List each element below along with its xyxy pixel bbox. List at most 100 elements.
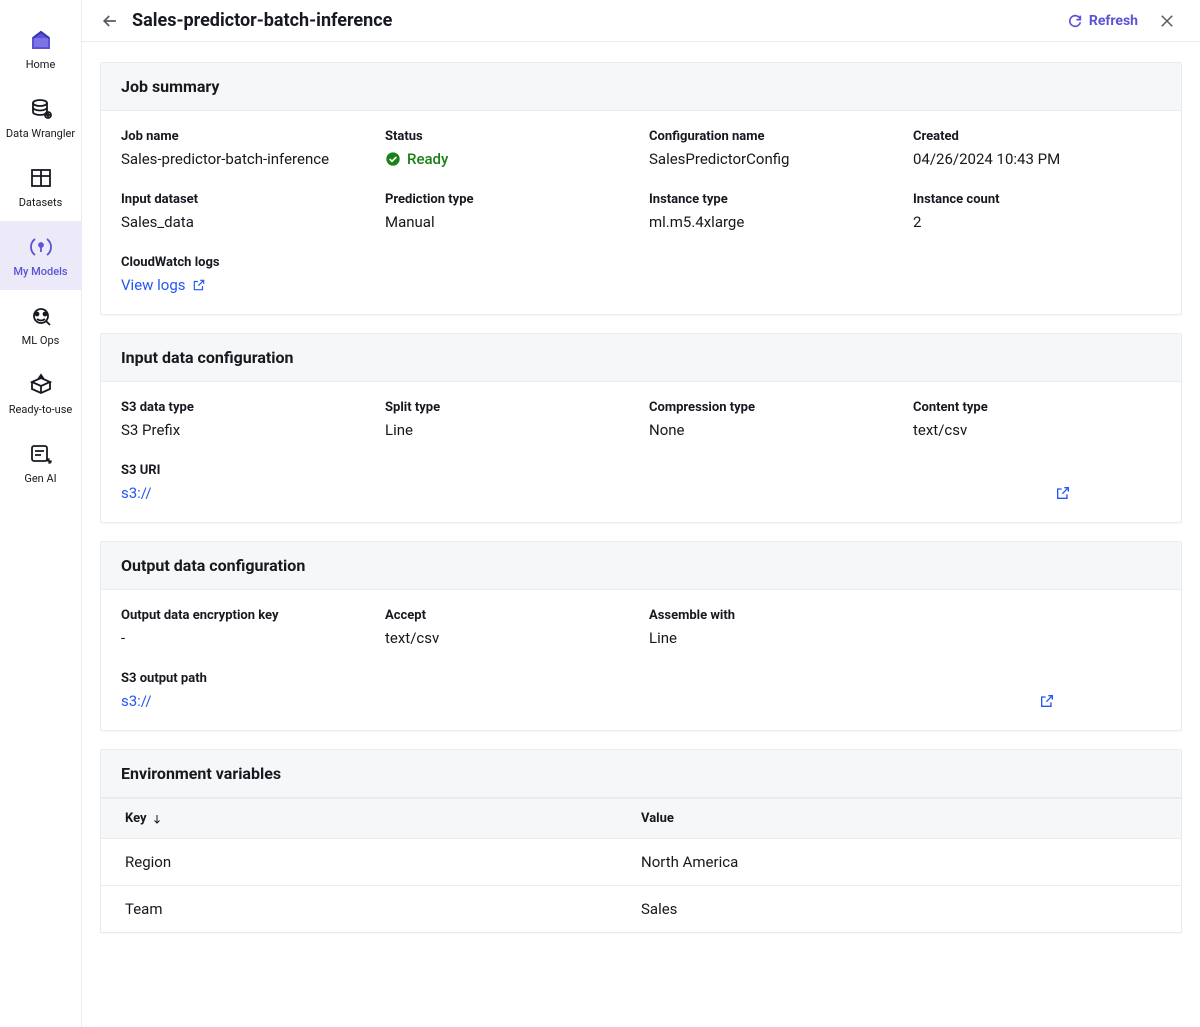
field-compression-type: Compression type None [649,400,897,439]
field-label: S3 URI [121,463,1161,478]
sidebar-item-label: Ready-to-use [9,403,72,416]
field-value-status: Ready [385,150,633,168]
back-button[interactable] [100,11,120,31]
field-job-name: Job name Sales-predictor-batch-inference [121,129,369,168]
field-accept: Accept text/csv [385,608,633,647]
field-cloudwatch-logs: CloudWatch logs View logs [121,255,1161,294]
field-label: Created [913,129,1161,144]
field-label: Output data encryption key [121,608,369,623]
view-logs-link[interactable]: View logs [121,276,1161,294]
output-config-panel: Output data configuration Output data en… [100,541,1182,731]
env-vars-title: Environment variables [101,750,1181,798]
external-link-icon [1039,693,1055,709]
sidebar-item-label: My Models [13,265,67,278]
field-value: Manual [385,213,633,231]
env-col-key-header[interactable]: Key [125,811,641,826]
sidebar-item-gen-ai[interactable]: Gen AI [0,428,82,497]
field-label: Instance type [649,192,897,207]
ml-ops-icon [29,304,53,328]
env-value: North America [641,853,1157,871]
env-key: Region [125,853,641,871]
sidebar-item-data-wrangler[interactable]: Data Wrangler [0,83,82,152]
refresh-button[interactable]: Refresh [1067,13,1138,29]
sidebar-item-label: ML Ops [22,334,60,347]
data-wrangler-icon [29,97,53,121]
field-value: S3 Prefix [121,421,369,439]
home-icon [29,28,53,52]
field-input-dataset: Input dataset Sales_data [121,192,369,231]
job-summary-title: Job summary [101,63,1181,111]
field-label: Content type [913,400,1161,415]
sidebar-item-ml-ops[interactable]: ML Ops [0,290,82,359]
field-instance-type: Instance type ml.m5.4xlarge [649,192,897,231]
s3-output-external-button[interactable] [1039,693,1055,709]
field-label: CloudWatch logs [121,255,1161,270]
sidebar-item-datasets[interactable]: Datasets [0,152,82,221]
field-value: Sales_data [121,213,369,231]
field-value: 2 [913,213,1161,231]
env-key: Team [125,900,641,918]
table-row: Region North America [101,839,1181,886]
field-value: ml.m5.4xlarge [649,213,897,231]
field-config-name: Configuration name SalesPredictorConfig [649,129,897,168]
field-label: Assemble with [649,608,897,623]
field-status: Status Ready [385,129,633,168]
close-button[interactable] [1158,12,1176,30]
sort-down-icon [151,813,163,825]
main-content: Sales-predictor-batch-inference Refresh … [82,0,1200,1027]
sidebar-item-label: Datasets [19,196,63,209]
sidebar-item-my-models[interactable]: My Models [0,221,82,290]
table-row: Team Sales [101,886,1181,932]
input-config-title: Input data configuration [101,334,1181,382]
field-value: 04/26/2024 10:43 PM [913,150,1161,168]
my-models-icon [29,235,53,259]
sidebar: Home Data Wrangler Datasets My Models ML… [0,0,82,1027]
status-text: Ready [407,150,448,168]
field-label: S3 data type [121,400,369,415]
sidebar-item-label: Home [26,58,56,71]
field-label: Prediction type [385,192,633,207]
field-value: Line [385,421,633,439]
field-label: Accept [385,608,633,623]
field-split-type: Split type Line [385,400,633,439]
field-assemble-with: Assemble with Line [649,608,897,647]
field-label: Status [385,129,633,144]
field-value: Line [649,629,897,647]
field-s3-data-type: S3 data type S3 Prefix [121,400,369,439]
s3-uri-link[interactable]: s3:// [121,484,152,502]
field-value: Sales-predictor-batch-inference [121,150,369,168]
sidebar-item-home[interactable]: Home [0,14,82,83]
output-config-title: Output data configuration [101,542,1181,590]
page-title: Sales-predictor-batch-inference [132,10,1067,31]
field-prediction-type: Prediction type Manual [385,192,633,231]
gen-ai-icon [29,442,53,466]
page-header: Sales-predictor-batch-inference Refresh [82,0,1200,42]
field-value: - [121,629,369,647]
field-label: Job name [121,129,369,144]
field-empty [913,608,1161,647]
field-value: text/csv [385,629,633,647]
s3-output-link[interactable]: s3:// [121,692,152,710]
job-summary-panel: Job summary Job name Sales-predictor-bat… [100,62,1182,315]
env-vars-panel: Environment variables Key Value Region N… [100,749,1182,933]
field-content-type: Content type text/csv [913,400,1161,439]
sidebar-item-ready-to-use[interactable]: Ready-to-use [0,359,82,428]
field-label: Compression type [649,400,897,415]
field-label: Split type [385,400,633,415]
sidebar-item-label: Gen AI [24,472,56,485]
view-logs-text: View logs [121,276,186,294]
external-link-icon [192,278,206,292]
status-ready-icon [385,151,401,167]
field-s3-output-path: S3 output path s3:// [121,671,1161,710]
input-config-panel: Input data configuration S3 data type S3… [100,333,1182,523]
refresh-label: Refresh [1089,13,1138,29]
s3-uri-external-button[interactable] [1055,485,1071,501]
external-link-icon [1055,485,1071,501]
field-label: Instance count [913,192,1161,207]
field-created: Created 04/26/2024 10:43 PM [913,129,1161,168]
field-value: SalesPredictorConfig [649,150,897,168]
env-col-value-header[interactable]: Value [641,811,1157,826]
ready-to-use-icon [29,373,53,397]
field-instance-count: Instance count 2 [913,192,1161,231]
env-col-key-text: Key [125,811,147,826]
